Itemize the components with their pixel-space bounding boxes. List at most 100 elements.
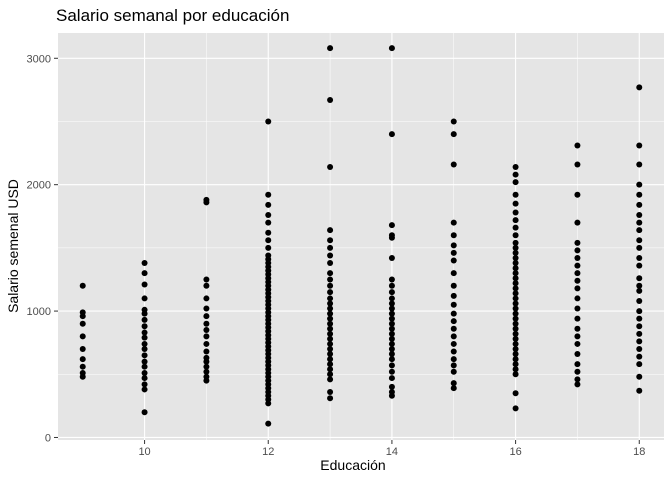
data-point: [636, 244, 643, 251]
data-point: [388, 375, 395, 382]
data-point: [141, 386, 148, 393]
data-point: [327, 270, 334, 277]
data-point: [327, 244, 334, 251]
data-point: [203, 363, 210, 370]
data-point: [636, 282, 643, 289]
data-point: [388, 340, 395, 347]
x-tick-label: 10: [138, 446, 150, 458]
data-point: [450, 368, 457, 375]
data-point: [327, 356, 334, 363]
data-point: [450, 118, 457, 125]
data-point: [574, 333, 581, 340]
data-point: [512, 300, 519, 307]
data-point: [327, 388, 334, 395]
data-point: [512, 244, 519, 251]
data-point: [636, 297, 643, 304]
data-point: [141, 316, 148, 323]
data-point: [79, 370, 86, 377]
data-point: [636, 373, 643, 380]
x-tick-label: 12: [262, 446, 274, 458]
data-point: [327, 310, 334, 317]
data-point: [574, 277, 581, 284]
data-point: [512, 270, 519, 277]
data-point: [450, 232, 457, 239]
data-point: [574, 239, 581, 246]
data-point: [450, 292, 457, 299]
data-point: [265, 191, 272, 198]
data-point: [203, 348, 210, 355]
data-point: [327, 315, 334, 322]
data-point: [450, 356, 457, 363]
data-point: [388, 330, 395, 337]
data-point: [327, 376, 334, 383]
data-point: [327, 345, 334, 352]
data-point: [265, 237, 272, 244]
data-point: [450, 325, 457, 332]
data-point: [79, 356, 86, 363]
data-point: [203, 276, 210, 283]
data-point: [388, 131, 395, 138]
data-point: [265, 244, 272, 251]
data-point: [327, 237, 334, 244]
data-point: [450, 242, 457, 249]
data-point: [512, 285, 519, 292]
data-point: [574, 361, 581, 368]
data-point: [574, 191, 581, 198]
data-point: [512, 171, 519, 178]
data-point: [388, 222, 395, 229]
data-point: [636, 237, 643, 244]
data-point: [141, 345, 148, 352]
data-point: [512, 356, 519, 363]
data-point: [512, 280, 519, 287]
data-point: [512, 361, 519, 368]
data-point: [574, 219, 581, 226]
data-point: [388, 45, 395, 52]
data-point: [388, 356, 395, 363]
data-point: [636, 191, 643, 198]
data-point: [450, 380, 457, 387]
data-point: [327, 227, 334, 234]
data-point: [636, 254, 643, 261]
data-point: [512, 224, 519, 231]
data-point: [141, 381, 148, 388]
data-point: [327, 305, 334, 312]
data-point: [512, 305, 519, 312]
y-tick-label: 2000: [27, 180, 51, 192]
data-point: [636, 275, 643, 282]
data-point: [79, 282, 86, 289]
x-tick-label: 18: [633, 446, 645, 458]
data-point: [574, 295, 581, 302]
x-tick-label: 16: [509, 446, 521, 458]
data-point: [512, 163, 519, 170]
data-point: [203, 327, 210, 334]
plot-panel: [58, 33, 664, 440]
data-point: [141, 281, 148, 288]
data-point: [388, 383, 395, 390]
data-point: [636, 287, 643, 294]
data-point: [450, 270, 457, 277]
data-point: [574, 247, 581, 254]
y-axis: 0 1000 2000 3000: [27, 53, 58, 444]
data-point: [327, 163, 334, 170]
data-point: [512, 320, 519, 327]
data-point: [327, 276, 334, 283]
data-point: [636, 181, 643, 188]
data-point: [512, 275, 519, 282]
data-point: [450, 131, 457, 138]
data-point: [636, 201, 643, 208]
y-tick-label: 1000: [27, 306, 51, 318]
data-point: [512, 217, 519, 224]
data-point: [512, 366, 519, 373]
data-point: [450, 385, 457, 392]
data-point: [79, 345, 86, 352]
data-point: [574, 270, 581, 277]
data-point: [327, 96, 334, 103]
data-point: [636, 142, 643, 149]
data-point: [388, 232, 395, 239]
data-point: [636, 387, 643, 394]
data-point: [636, 315, 643, 322]
data-point: [203, 354, 210, 361]
data-point: [79, 309, 86, 316]
data-point: [512, 290, 519, 297]
